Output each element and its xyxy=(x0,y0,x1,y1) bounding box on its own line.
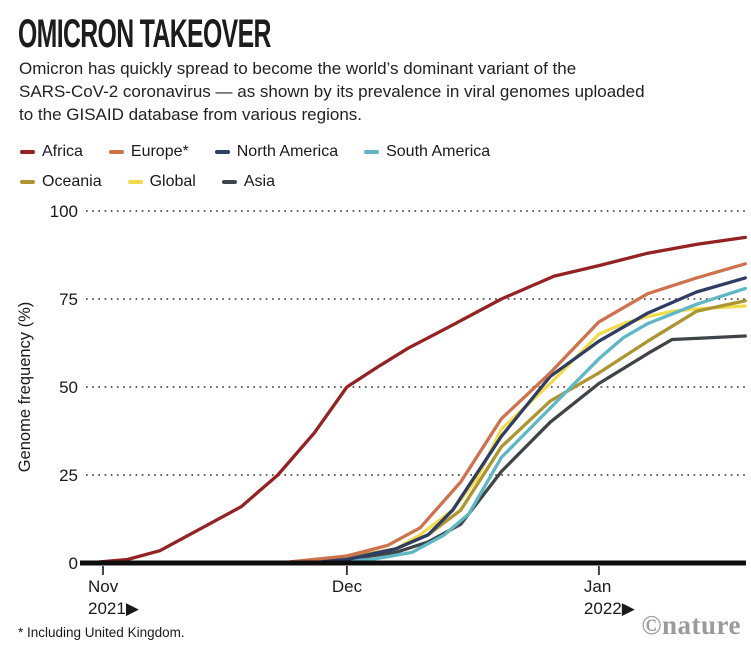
x-tick-label: Dec xyxy=(332,577,363,596)
subtitle-line: SARS-CoV-2 coronavirus — as shown by its… xyxy=(19,82,645,101)
line-global xyxy=(288,304,747,564)
subtitle: Omicron has quickly spread to become the… xyxy=(19,57,645,126)
x-tick-label: Jan xyxy=(584,577,611,596)
y-tick-label: 50 xyxy=(59,378,78,397)
legend-label: Oceania xyxy=(42,173,102,190)
nature-watermark: ©nature xyxy=(641,610,741,640)
legend-item-africa: Africa xyxy=(20,143,83,161)
legend-label: Asia xyxy=(243,173,275,190)
legend-swatch-icon xyxy=(364,150,380,154)
legend-label: North America xyxy=(236,143,339,160)
y-tick-label: 25 xyxy=(59,466,78,485)
line-africa xyxy=(85,235,747,565)
line-south-america xyxy=(328,286,747,564)
data-series xyxy=(85,235,747,565)
line-north-america xyxy=(304,276,747,564)
subtitle-line: to the GISAID database from various regi… xyxy=(19,105,363,124)
legend-row: Africa Europe* North America South Ameri… xyxy=(20,137,720,167)
legend-label: Europe* xyxy=(130,143,189,160)
legend-swatch-icon xyxy=(20,150,35,154)
legend-item-south-america: South America xyxy=(364,143,490,161)
y-tick-label: 0 xyxy=(69,554,78,573)
legend-swatch-icon xyxy=(221,180,237,184)
legend-swatch-icon xyxy=(108,150,124,154)
legend-item-oceania: Oceania xyxy=(20,173,102,191)
x-tick-year-label: 2021▶ xyxy=(88,599,140,618)
y-tick-label: 75 xyxy=(59,290,78,309)
page-title: OMICRON TAKEOVER xyxy=(18,12,271,56)
gridlines xyxy=(86,210,746,476)
x-tick-label: Nov xyxy=(88,577,119,596)
subtitle-line: Omicron has quickly spread to become the… xyxy=(19,59,577,78)
chart-legend: Africa Europe* North America South Ameri… xyxy=(20,137,720,197)
legend-item-global: Global xyxy=(127,173,196,191)
legend-swatch-icon xyxy=(127,180,143,184)
y-tick-label: 100 xyxy=(50,202,78,221)
footnote: * Including United Kingdom. xyxy=(18,625,185,640)
legend-item-asia: Asia xyxy=(221,173,275,191)
legend-swatch-icon xyxy=(214,150,230,154)
x-axis-tick-labels: Nov 2021▶ Dec Jan 2022▶ xyxy=(88,566,636,618)
line-asia xyxy=(304,334,747,564)
y-axis-title: Genome frequency (%) xyxy=(16,302,34,473)
legend-item-north-america: North America xyxy=(214,143,339,161)
x-tick-year-label: 2022▶ xyxy=(584,599,636,618)
legend-label: Global xyxy=(149,173,196,190)
x-axis-line xyxy=(80,560,746,566)
y-axis-tick-labels: 0 25 50 75 100 xyxy=(50,202,78,573)
legend-swatch-icon xyxy=(20,180,35,184)
legend-row: Oceania Global Asia xyxy=(20,167,720,197)
legend-label: South America xyxy=(386,143,491,160)
legend-label: Africa xyxy=(42,143,83,160)
line-europe xyxy=(288,262,747,564)
legend-item-europe: Europe* xyxy=(108,143,189,161)
